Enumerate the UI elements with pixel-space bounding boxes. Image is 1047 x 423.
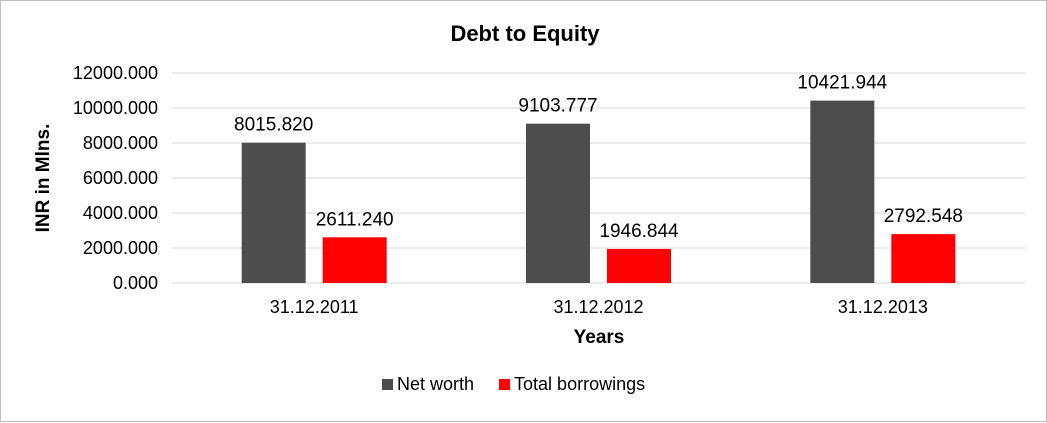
y-axis-title: INR in Mlns. xyxy=(33,124,54,233)
gridlines xyxy=(172,72,1025,284)
x-tick-label: 31.12.2011 xyxy=(270,297,359,317)
x-axis-title: Years xyxy=(574,327,625,348)
y-tick-label: 8000.000 xyxy=(83,133,158,153)
y-tick-label: 0.000 xyxy=(113,273,158,293)
bar-net-worth xyxy=(241,142,306,283)
data-label: 2611.240 xyxy=(316,209,394,230)
chart-title: Debt to Equity xyxy=(450,21,600,46)
legend-swatch xyxy=(382,379,393,390)
data-label: 10421.944 xyxy=(797,73,887,94)
data-label: 8015.820 xyxy=(234,115,313,136)
y-tick-label: 12000.000 xyxy=(73,63,158,83)
legend: Net worth Total borrowings xyxy=(382,374,645,394)
bar-net-worth xyxy=(810,100,875,283)
y-tick-label: 10000.000 xyxy=(73,98,158,118)
y-tick-label: 6000.000 xyxy=(83,168,158,188)
data-labels: 8015.820 2611.240 9103.777 1946.844 10421.94… xyxy=(234,73,963,242)
y-tick-label: 2000.000 xyxy=(83,238,158,258)
bar-total-borrowings xyxy=(607,248,671,283)
data-label: 9103.777 xyxy=(518,96,597,117)
legend-label: Net worth xyxy=(397,374,474,394)
legend-label: Total borrowings xyxy=(514,374,645,394)
legend-swatch xyxy=(499,379,511,390)
x-tick-label: 31.12.2013 xyxy=(838,297,928,317)
y-tick-label: 4000.000 xyxy=(83,203,158,223)
x-tick-label: 31.12.2012 xyxy=(553,297,643,317)
bar-total-borrowings xyxy=(891,234,956,283)
bar-total-borrowings xyxy=(322,237,387,283)
bar-net-worth xyxy=(526,123,590,283)
y-axis-ticks: 0.000 2000.000 4000.000 6000.000 8000.000 100… xyxy=(73,63,158,293)
bars xyxy=(241,100,956,283)
data-label: 1946.844 xyxy=(599,221,679,242)
x-axis-ticks: 31.12.2011 31.12.2012 31.12.2013 xyxy=(270,297,928,317)
data-label: 2792.548 xyxy=(884,206,963,227)
